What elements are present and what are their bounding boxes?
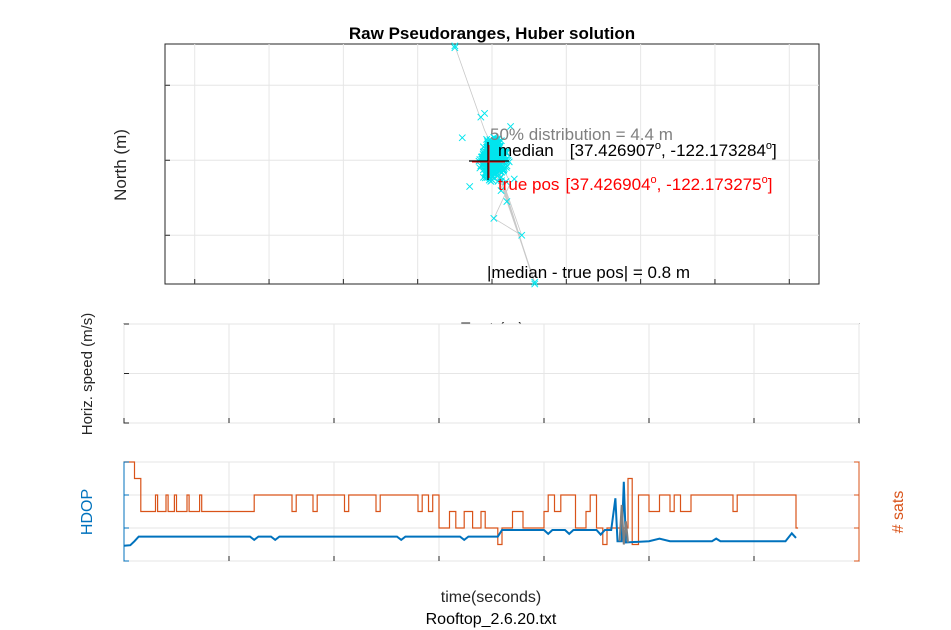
scatter-point-stroke [451, 44, 459, 52]
horiz-speed-plot: Horiz. speed (m/s) [79, 313, 860, 436]
median-annotation: median [37.426907o, -122.173284o] [498, 140, 777, 160]
true-pos-lon: , -122.173275 [657, 175, 762, 194]
scatter-point-stroke [466, 182, 474, 191]
scatter-point [494, 177, 502, 185]
file-caption: Rooftop_2.6.20.txt [426, 611, 557, 628]
scatter-point-stroke [483, 135, 491, 143]
median-lat-degree: o [655, 140, 661, 152]
scatter-point-stroke [490, 214, 498, 222]
scatter-x-ticks [194, 279, 790, 284]
true-pos-lat: [37.426904 [565, 175, 650, 194]
scatter-point [481, 109, 489, 117]
scatter-point-stroke [451, 42, 459, 50]
true-pos-annotation: true pos [37.426904o, -122.173275o] [498, 174, 772, 194]
gray-trace-line [618, 504, 629, 545]
scatter-point [495, 166, 504, 174]
true-pos-lon-degree: o [762, 174, 768, 186]
scatter-point-stroke [503, 197, 511, 206]
chart-title: Raw Pseudoranges, Huber solution [349, 24, 635, 43]
scatter-point [490, 214, 498, 222]
scatter-point-stroke [497, 187, 505, 195]
scatter-point-stroke [499, 167, 507, 175]
speed-x-ticks [123, 418, 860, 423]
scatter-point-stroke [488, 173, 496, 181]
scatter-point-stroke [531, 280, 539, 288]
y-axis-label-north: North (m) [111, 129, 130, 201]
scatter-point [451, 44, 459, 52]
scatter-point-stroke [458, 134, 466, 142]
scatter-point-stroke [510, 175, 518, 183]
true-pos-lat-degree: o [651, 174, 657, 186]
scatter-point [507, 122, 515, 131]
scatter-point-stroke [485, 176, 493, 184]
median-lon: , -122.173284 [661, 141, 766, 160]
scatter-point-stroke [496, 138, 504, 146]
scatter-point-stroke [489, 146, 497, 154]
scatter-point-stroke [476, 164, 484, 172]
scatter-point [466, 182, 474, 191]
scatter-point-stroke [490, 152, 498, 161]
true-pos-close: ] [768, 175, 773, 194]
y-axis-label-hdop: HDOP [79, 489, 96, 535]
median-label: median [498, 141, 554, 160]
true-pos-label: true pos [498, 175, 559, 194]
scatter-point [531, 278, 539, 286]
scatter-point-stroke [495, 166, 504, 174]
hdop-series-line [123, 481, 797, 547]
scatter-point-stroke [500, 151, 508, 159]
y-axis-label-sats: # sats [890, 491, 907, 534]
hdop-sats-plot: HDOP # sats time(seconds) Rooftop_2.6.20… [79, 461, 907, 628]
scatter-point-stroke [531, 278, 539, 286]
scatter-point-stroke [477, 162, 485, 170]
scatter-y-ticks [165, 84, 170, 236]
scatter-point [488, 165, 496, 173]
speed-y-ticks [124, 323, 129, 424]
scatter-point-stroke [518, 231, 526, 239]
distribution-annotation: 50% distribution = 4.4 m [490, 125, 673, 144]
position-scatter-plot: Raw Pseudoranges, Huber solution North (… [111, 24, 820, 338]
scatter-point [476, 164, 484, 172]
scatter-point [458, 134, 466, 142]
median-crosshair [469, 142, 509, 180]
scatter-point-stroke [490, 149, 498, 157]
sats-right-y-ticks [854, 461, 860, 562]
scatter-point [477, 162, 485, 170]
scatter-point-stroke [507, 122, 515, 131]
scatter-point [499, 167, 507, 175]
y-axis-label-speed: Horiz. speed (m/s) [79, 313, 96, 436]
hdop-left-y-ticks [123, 461, 129, 562]
scatter-point [485, 176, 493, 184]
scatter-point [518, 231, 526, 239]
sats-series-line [124, 461, 799, 546]
speed-grid [123, 323, 860, 424]
median-lon-degree: o [766, 140, 772, 152]
scatter-point-stroke [488, 165, 496, 173]
scatter-point [531, 280, 539, 288]
scatter-point [489, 146, 497, 154]
error-annotation: |median - true pos| = 0.8 m [487, 263, 690, 282]
scatter-point-stroke [494, 177, 502, 185]
median-close: ] [772, 141, 777, 160]
scatter-point [510, 175, 518, 183]
hdop-series [123, 461, 799, 547]
median-lat: [37.426907 [570, 141, 655, 160]
scatter-point-stroke [481, 109, 489, 117]
scatter-point [496, 138, 504, 146]
x-axis-label-time: time(seconds) [441, 589, 541, 606]
scatter-point-stroke [498, 150, 506, 158]
scatter-point [451, 42, 459, 50]
scatter-point [503, 197, 511, 206]
scatter-point [500, 151, 508, 159]
scatter-point [488, 173, 496, 181]
scatter-point [497, 187, 505, 195]
